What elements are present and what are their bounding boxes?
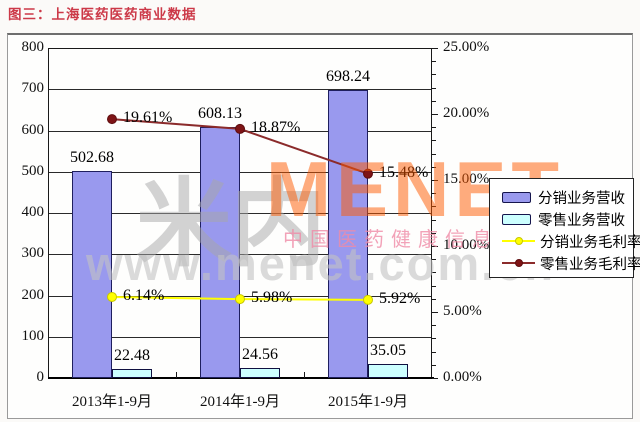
legend-line-swatch-icon: [502, 257, 535, 269]
y-axis-right-tick-label: 0.00%: [443, 369, 482, 385]
line-point-marker: [363, 168, 373, 179]
legend-item: 零售业务毛利率: [502, 252, 640, 274]
y-axis-right-minor-tick: [432, 87, 436, 89]
line-point-label: 6.14%: [123, 286, 165, 304]
line-series-layer: [107, 114, 373, 305]
y-axis-left-tick-label: 200: [21, 286, 45, 303]
y-axis-left-tick-label: 500: [21, 162, 45, 179]
line-point-label: 18.87%: [251, 118, 301, 136]
y-axis-right-tick-label: 10.00%: [443, 237, 490, 253]
bar: [240, 367, 280, 378]
bar: [72, 170, 112, 378]
y-axis-left-tick-label: 100: [21, 327, 45, 344]
y-axis-right-minor-tick: [432, 153, 436, 155]
figure-title: 图三：上海医药医药商业数据: [8, 7, 197, 22]
x-axis-category-label: 2013年1-9月: [72, 394, 152, 410]
line-point-label: 19.61%: [123, 109, 173, 127]
x-axis-category-label: 2015年1-9月: [328, 394, 408, 410]
legend-marker-icon: [514, 259, 523, 267]
y-axis-right-minor-tick: [432, 364, 436, 366]
bar: [200, 127, 240, 378]
bar-value-label: 35.05: [370, 341, 406, 359]
y-axis-right-minor-tick: [432, 259, 436, 261]
line-point-marker: [235, 123, 245, 134]
legend-item-label: 分销业务营收: [538, 190, 625, 207]
y-axis-right-minor-tick: [432, 100, 436, 102]
bar: [368, 363, 408, 378]
legend-item: 分销业务营收: [502, 186, 633, 208]
y-axis-right-tick-label: 5.00%: [443, 303, 482, 319]
y-axis-right-tick-label: 15.00%: [443, 171, 490, 187]
y-axis-right-major-tick: [432, 312, 438, 313]
bar-value-label: 502.68: [70, 148, 114, 166]
gridline: [48, 89, 432, 91]
y-axis-right-major-tick: [432, 378, 438, 379]
gridline: [48, 171, 432, 173]
legend-line-swatch-icon: [502, 235, 535, 247]
line-point-marker: [235, 294, 245, 305]
y-axis-right-minor-tick: [432, 74, 436, 76]
y-axis-right-minor-tick: [432, 298, 436, 300]
line-point-label: 15.48%: [379, 163, 429, 181]
y-axis-left-tick-label: 0: [36, 369, 45, 385]
y-axis-left-tick-label: 300: [21, 245, 45, 262]
y-axis-right-minor-tick: [432, 351, 436, 353]
bar-value-label: 22.48: [114, 346, 150, 364]
y-axis-left-tick-label: 700: [21, 80, 45, 97]
line-point-label: 5.98%: [251, 289, 293, 307]
y-axis-right-minor-tick: [432, 325, 436, 327]
legend-item-label: 零售业务营收: [538, 212, 625, 229]
y-axis-right-minor-tick: [432, 166, 436, 168]
legend-item: 零售业务营收: [502, 208, 633, 230]
y-axis-right-major-tick: [432, 246, 438, 247]
x-axis-tick: [176, 372, 177, 378]
y-axis-right-minor-tick: [432, 206, 436, 208]
y-axis-left-tick-label: 800: [21, 39, 45, 55]
bar-value-label: 698.24: [326, 67, 370, 85]
legend-item: 分销业务毛利率: [502, 230, 640, 252]
y-axis-right-major-tick: [432, 180, 438, 181]
line-point-marker: [107, 291, 117, 302]
y-axis-right-minor-tick: [432, 285, 436, 287]
line-point-label: 5.92%: [379, 289, 421, 307]
gridline: [48, 254, 432, 256]
y-axis-left-tick-label: 600: [21, 121, 45, 138]
y-axis-right-minor-tick: [432, 338, 436, 340]
x-axis-tick: [304, 372, 305, 378]
y-axis-right-tick-label: 20.00%: [443, 105, 490, 121]
y-axis-right-minor-tick: [432, 232, 436, 234]
gridline: [48, 213, 432, 214]
y-axis-right-major-tick: [432, 48, 438, 49]
legend-bar-swatch-icon: [502, 213, 531, 225]
y-axis-right-minor-tick: [432, 127, 436, 129]
y-axis-right-minor-tick: [432, 193, 436, 195]
legend-item-label: 零售业务毛利率: [540, 256, 640, 273]
x-axis-category-label: 2014年1-9月: [200, 394, 280, 410]
legend-bar-swatch-icon: [502, 191, 531, 203]
y-axis-right-minor-tick: [432, 219, 436, 221]
y-axis-right-minor-tick: [432, 140, 436, 142]
y-axis-right-minor-tick: [432, 61, 436, 63]
line-point-marker: [363, 294, 373, 305]
bar-value-label: 608.13: [198, 105, 242, 123]
bar: [112, 368, 152, 378]
y-axis-right-tick-label: 25.00%: [443, 39, 490, 55]
y-axis-left-tick-label: 400: [21, 204, 45, 220]
legend-marker-icon: [514, 237, 523, 245]
legend-item-label: 分销业务毛利率: [540, 234, 640, 251]
y-axis-right-minor-tick: [432, 272, 436, 274]
chart-legend: 分销业务营收 零售业务营收 分销业务毛利率 零售业务毛利率: [489, 178, 640, 278]
bar: [328, 89, 368, 378]
gridline: [48, 336, 432, 338]
bar-value-label: 24.56: [242, 345, 278, 363]
x-axis-line: [48, 377, 434, 379]
y-axis-right-major-tick: [432, 114, 438, 115]
line-point-marker: [107, 114, 117, 125]
